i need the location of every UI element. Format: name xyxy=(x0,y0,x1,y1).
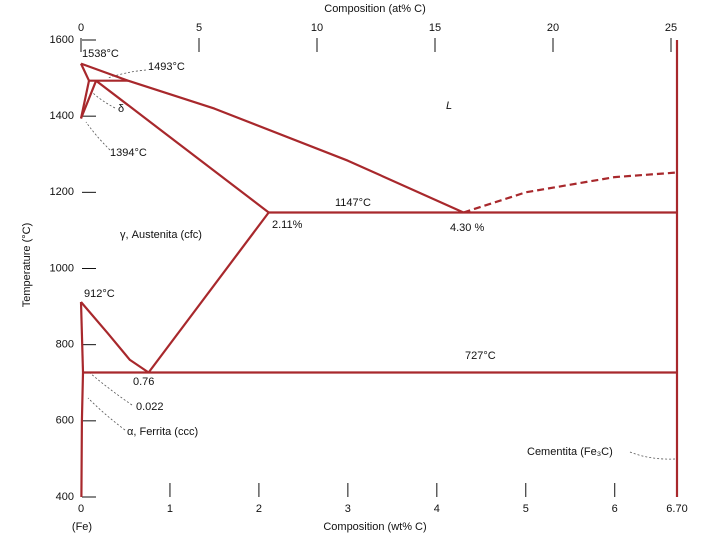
x-tick-label: 6.70 xyxy=(666,503,687,515)
annotation: δ xyxy=(118,103,124,115)
y-tick-label: 1600 xyxy=(50,34,74,46)
x-tick-label: 1 xyxy=(167,503,173,515)
y-tick-label: 1200 xyxy=(50,186,74,198)
leader xyxy=(89,372,133,406)
annotation: 1493°C xyxy=(148,61,185,73)
leader xyxy=(107,69,147,79)
leader xyxy=(629,451,676,460)
x2-tick-label: 0 xyxy=(78,22,84,34)
phase-boundary xyxy=(95,79,270,214)
leader xyxy=(87,397,126,431)
leader xyxy=(91,91,116,109)
phase-boundary xyxy=(80,63,90,82)
annotation: 727°C xyxy=(465,350,496,362)
annotation: 1147°C xyxy=(335,197,371,209)
origin-label: (Fe) xyxy=(72,521,92,533)
x-tick-label: 4 xyxy=(434,503,440,515)
phase-boundary xyxy=(80,372,85,498)
bottom-axis-title: Composition (wt% C) xyxy=(323,521,426,533)
phase-boundary xyxy=(79,80,98,119)
annotation: 0.76 xyxy=(133,376,154,388)
annotation: γ, Austenita (cfc) xyxy=(120,229,202,241)
x2-tick-label: 20 xyxy=(547,22,559,34)
annotation: L xyxy=(446,100,452,112)
annotation: α, Ferrita (ccc) xyxy=(127,426,198,438)
top-axis-title: Composition (at% C) xyxy=(324,3,425,15)
y-tick-label: 1400 xyxy=(50,110,74,122)
leader xyxy=(85,121,111,151)
x-tick-label: 5 xyxy=(523,503,529,515)
x2-tick-label: 15 xyxy=(429,22,441,34)
x-tick-label: 2 xyxy=(256,503,262,515)
annotation: 4.30 % xyxy=(450,222,484,234)
annotation: Cementita (Fe₃C) xyxy=(527,446,613,458)
leader-lines xyxy=(85,69,676,460)
x-tick-label: 6 xyxy=(612,503,618,515)
x-tick-label: 0 xyxy=(78,503,84,515)
x2-tick-label: 5 xyxy=(196,22,202,34)
annotation: 0.022 xyxy=(136,401,164,413)
x-tick-label: 3 xyxy=(345,503,351,515)
phase-boundary xyxy=(147,211,270,374)
phase-boundary xyxy=(80,62,464,214)
x2-tick-label: 25 xyxy=(665,22,677,34)
x2-tick-label: 10 xyxy=(311,22,323,34)
annotation: 912°C xyxy=(84,288,115,300)
annotation: 2.11% xyxy=(272,219,303,231)
annotation: 1538°C xyxy=(82,48,119,60)
phase-boundary xyxy=(463,171,678,214)
phase-boundary xyxy=(80,301,150,374)
phase-boundary xyxy=(79,301,85,373)
annotation: 1394°C xyxy=(110,147,147,159)
y-tick-label: 600 xyxy=(56,415,74,427)
y-tick-label: 800 xyxy=(56,339,74,351)
y-axis-title: Temperature (°C) xyxy=(21,223,33,307)
y-tick-label: 400 xyxy=(56,491,74,503)
y-tick-label: 1000 xyxy=(50,262,74,274)
